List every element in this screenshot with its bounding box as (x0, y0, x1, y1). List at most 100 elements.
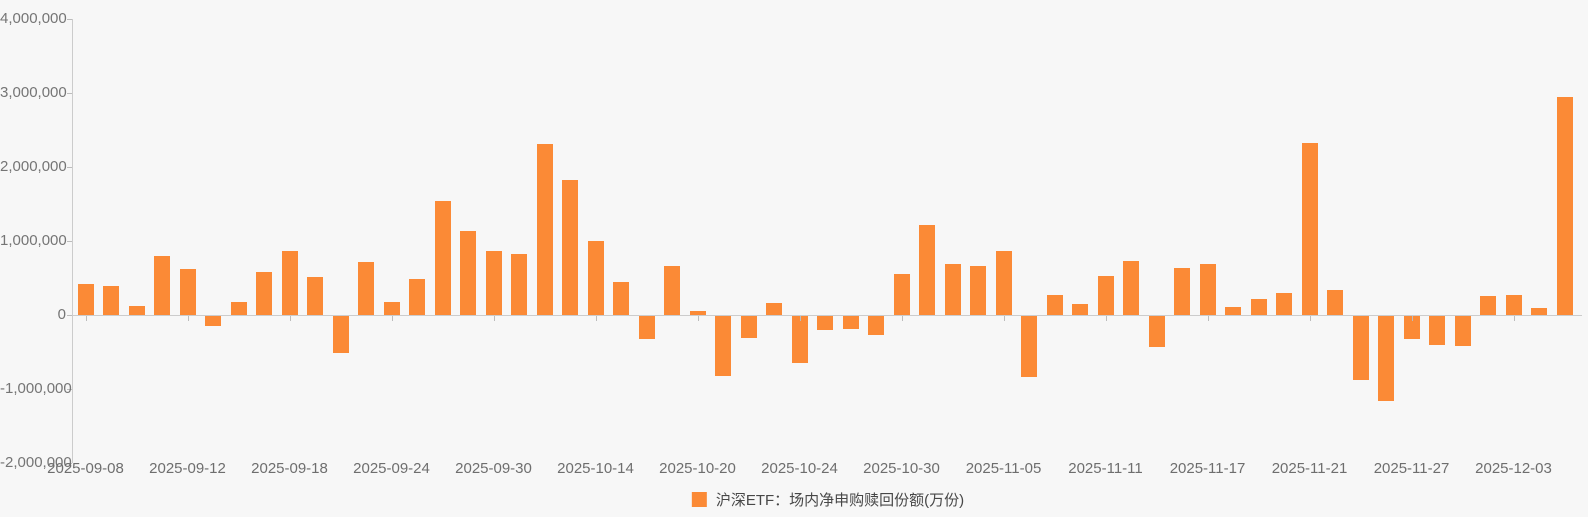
bar[interactable] (154, 256, 170, 315)
bar[interactable] (536, 144, 553, 315)
bar[interactable] (868, 316, 884, 335)
x-axis-tick (391, 316, 393, 321)
x-axis-label: 2025-10-14 (557, 460, 634, 477)
x-axis-label: 2025-10-20 (659, 460, 736, 477)
bar[interactable] (205, 316, 221, 326)
bar[interactable] (791, 316, 808, 363)
y-axis-line (72, 19, 73, 463)
x-axis-label: 2025-10-30 (863, 460, 940, 477)
bar[interactable] (944, 263, 961, 315)
x-axis-tick (1105, 316, 1107, 321)
x-axis-tick (697, 316, 699, 321)
bar[interactable] (1174, 268, 1190, 315)
x-axis-tick (289, 316, 291, 321)
bar[interactable] (511, 254, 527, 315)
x-axis-tick (1513, 316, 1515, 321)
bar[interactable] (409, 279, 425, 315)
bar[interactable] (1046, 294, 1063, 315)
x-axis-label: 2025-09-12 (149, 460, 226, 477)
bar[interactable] (1480, 296, 1496, 315)
y-axis-label: -2,000,000 (0, 454, 72, 471)
x-axis-label: 2025-09-18 (251, 460, 328, 477)
y-axis-label: -1,000,000 (0, 380, 72, 397)
bar[interactable] (1403, 316, 1420, 339)
bar[interactable] (307, 276, 323, 315)
x-axis-tick (85, 316, 87, 321)
x-axis-tick (1309, 316, 1311, 321)
bar[interactable] (1021, 316, 1037, 377)
y-axis-tick (67, 93, 72, 94)
y-axis-tick (67, 315, 72, 316)
y-axis-label: 2,000,000 (0, 158, 67, 175)
bar[interactable] (256, 272, 272, 315)
y-axis-label: 0 (57, 306, 66, 323)
y-axis-label: 4,000,000 (0, 10, 67, 27)
bar[interactable] (1148, 316, 1165, 348)
bar[interactable] (995, 251, 1012, 315)
bar[interactable] (383, 302, 400, 315)
x-axis-label: 2025-11-11 (1068, 460, 1143, 477)
bar[interactable] (230, 301, 247, 315)
bar[interactable] (970, 266, 986, 315)
bar[interactable] (817, 316, 833, 331)
bar[interactable] (434, 201, 451, 315)
bar[interactable] (740, 316, 757, 338)
bar[interactable] (460, 231, 476, 315)
legend-label: 沪深ETF：场内净申购赎回份额(万份) (715, 492, 965, 509)
bar[interactable] (1429, 316, 1445, 345)
x-axis-label: 2025-11-17 (1169, 460, 1246, 477)
x-axis-tick (799, 316, 801, 321)
x-axis-tick (1207, 316, 1209, 321)
x-axis-tick (493, 316, 495, 321)
bar[interactable] (613, 281, 629, 315)
bar[interactable] (1123, 260, 1139, 315)
bar[interactable] (919, 224, 935, 315)
bar[interactable] (128, 305, 145, 315)
bar[interactable] (1378, 316, 1394, 402)
x-axis-label: 2025-09-24 (353, 460, 430, 477)
x-axis-tick (1003, 316, 1005, 321)
bar[interactable] (587, 241, 604, 315)
bar[interactable] (1505, 294, 1522, 315)
y-axis-tick (67, 167, 72, 168)
y-axis-tick (67, 241, 72, 242)
y-axis-tick (67, 463, 72, 464)
bar[interactable] (1250, 299, 1267, 315)
bar[interactable] (689, 311, 706, 315)
bar[interactable] (664, 265, 680, 315)
x-axis-tick (1411, 316, 1413, 321)
bar[interactable] (1225, 306, 1241, 315)
bar[interactable] (1352, 316, 1369, 380)
bar[interactable] (281, 250, 298, 315)
bar[interactable] (1454, 316, 1471, 347)
bar[interactable] (1301, 143, 1318, 315)
bar[interactable] (1531, 307, 1547, 315)
x-axis-label: 2025-09-30 (455, 460, 532, 477)
bar[interactable] (1199, 264, 1216, 315)
bar[interactable] (1097, 276, 1114, 315)
x-axis-label: 2025-12-03 (1475, 460, 1552, 477)
bar[interactable] (1276, 293, 1292, 315)
bar[interactable] (1072, 303, 1088, 315)
x-axis-tick (595, 316, 597, 321)
bar[interactable] (893, 274, 910, 315)
x-axis-label: 2025-11-05 (965, 460, 1042, 477)
y-axis-label: 3,000,000 (0, 84, 67, 101)
legend[interactable]: 沪深ETF：场内净申购赎回份额(万份) (691, 489, 965, 510)
bar[interactable] (358, 262, 374, 315)
y-axis-tick (67, 389, 72, 390)
bar[interactable] (332, 316, 349, 353)
bar[interactable] (1556, 97, 1573, 315)
bar[interactable] (485, 250, 502, 315)
bar[interactable] (638, 316, 655, 340)
bar[interactable] (179, 269, 196, 315)
bar[interactable] (842, 316, 859, 329)
x-axis-tick (901, 316, 903, 321)
bar[interactable] (1327, 289, 1343, 315)
bar[interactable] (766, 302, 782, 315)
bar[interactable] (715, 316, 731, 377)
bar[interactable] (103, 286, 119, 315)
bar[interactable] (562, 179, 578, 315)
bar[interactable] (77, 283, 94, 315)
